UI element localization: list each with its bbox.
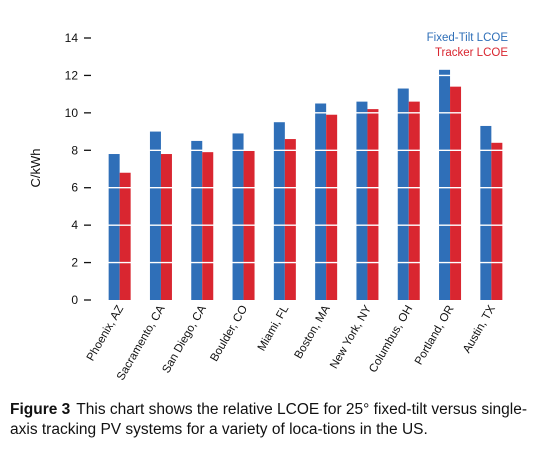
x-tick-label: Columbus, OH: [367, 304, 415, 375]
bar-fixed-tilt: [315, 103, 327, 300]
bar-fixed-tilt: [439, 69, 451, 300]
x-tick-label: San Diego, CA: [160, 303, 209, 375]
x-tick-label: Austin, TX: [461, 303, 498, 355]
x-tick-label: Boulder, CO: [208, 303, 250, 363]
bar-tracker: [326, 114, 338, 300]
y-tick-label: 2: [71, 256, 78, 270]
bar-tracker: [408, 101, 420, 300]
y-tick-label: 12: [65, 68, 79, 82]
figure-caption: Figure 3 This chart shows the relative LC…: [10, 400, 530, 440]
bar-tracker: [202, 152, 214, 300]
bar-fixed-tilt: [480, 125, 492, 300]
legend: Fixed-Tilt LCOE Tracker LCOE: [427, 32, 509, 59]
bar-fixed-tilt: [397, 88, 409, 301]
y-axis-title: C/kWh: [28, 149, 43, 188]
bar-fixed-tilt: [191, 140, 203, 300]
caption-figure-label: Figure 3: [10, 401, 71, 418]
y-tick-label: 6: [71, 181, 78, 195]
bar-fixed-tilt: [232, 133, 244, 300]
bar-tracker: [284, 139, 296, 300]
x-tick-label: Phoenix, AZ: [85, 304, 126, 364]
bar-tracker: [160, 154, 172, 300]
bar-tracker: [450, 86, 462, 301]
bar-fixed-tilt: [273, 122, 285, 300]
bar-tracker: [491, 142, 503, 300]
caption-text: This chart shows the relative LCOE for 2…: [10, 401, 528, 438]
x-tick-label: Portland, OR: [413, 304, 457, 368]
x-tick-label: New York, NY: [328, 303, 374, 371]
y-tick-label: 14: [65, 31, 79, 45]
bar-tracker: [367, 109, 379, 300]
x-tick-label: Miami, FL: [256, 303, 292, 353]
chart: 0 2 4 6 8 10 12 14 Phoenix, AZ Sacramento, CA San…: [28, 31, 512, 383]
bar-fixed-tilt: [108, 154, 120, 300]
y-tick-label: 8: [71, 143, 78, 157]
y-axis: 0 2 4 6 8 10 12 14: [65, 31, 91, 307]
bars-layer: [108, 69, 503, 301]
y-tick-label: 0: [71, 293, 78, 307]
y-tick-label: 10: [65, 106, 79, 120]
y-tick-label: 4: [71, 218, 78, 232]
legend-entry-tracker: Tracker LCOE: [435, 47, 508, 59]
x-tick-label: Boston, MA: [293, 303, 333, 361]
bar-fixed-tilt: [356, 101, 368, 300]
gridlines: [99, 37, 512, 264]
bar-fixed-tilt: [149, 131, 161, 300]
bar-tracker: [119, 172, 131, 300]
legend-entry-fixed-tilt: Fixed-Tilt LCOE: [427, 32, 509, 44]
